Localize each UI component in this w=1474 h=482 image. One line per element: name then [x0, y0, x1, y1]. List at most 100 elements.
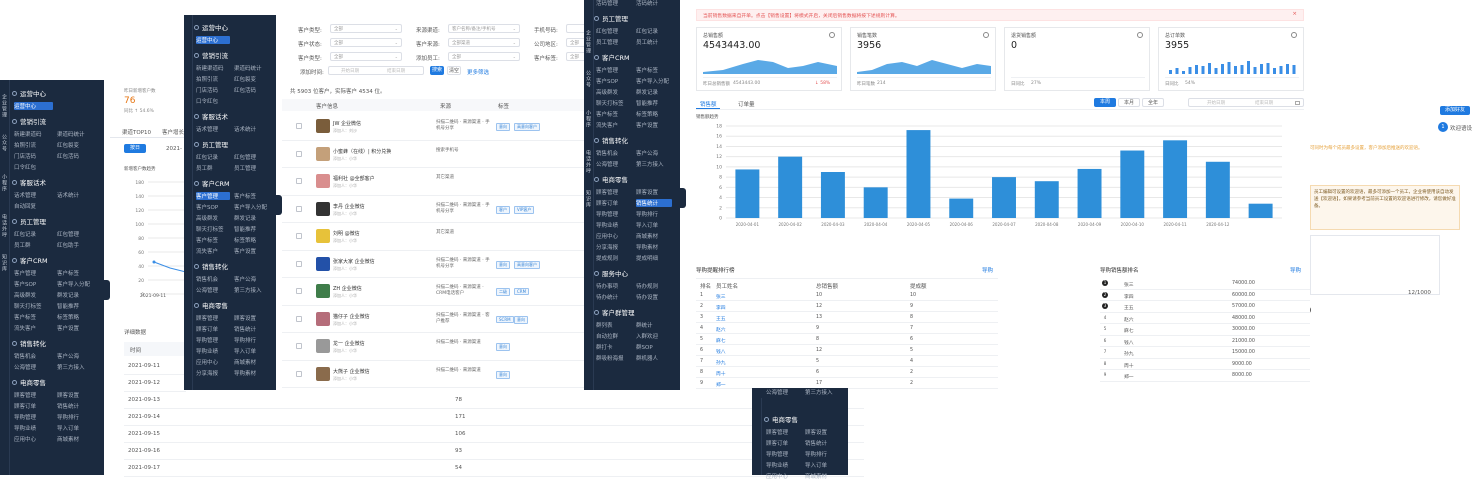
sidebar-section-title[interactable]: 销售转化: [0, 334, 104, 351]
sidebar-item[interactable]: 销售统计: [636, 199, 672, 207]
add-friend-button[interactable]: 添加好友: [1440, 106, 1470, 115]
sidebar-item[interactable]: 运营中心: [196, 36, 230, 44]
sidebar-item[interactable]: 第三方接入: [57, 365, 85, 371]
sidebar-item[interactable]: 高级群发: [196, 216, 219, 222]
sidebar-item[interactable]: 智能推荐: [636, 101, 659, 107]
sidebar-item[interactable]: 商城素材: [57, 437, 80, 443]
sidebar-section-title[interactable]: 营销引流: [0, 112, 104, 129]
sidebar-item[interactable]: 红包助手: [57, 243, 80, 249]
customer-row[interactable]: 大熊子 企业微信 添加人：小华 扫描二维码 · 来源渠道 意向: [282, 361, 584, 388]
sidebar-item[interactable]: 商城素材: [636, 234, 659, 240]
row-checkbox[interactable]: [296, 150, 302, 157]
sales-date-range[interactable]: 开始日期 结束日期: [1188, 98, 1304, 107]
sidebar-item[interactable]: 导购业绩: [196, 349, 219, 355]
customer-name[interactable]: JW 企业微信: [333, 121, 362, 127]
sidebar-item[interactable]: [234, 97, 268, 105]
sidebar-item[interactable]: 新建渠道码: [196, 66, 224, 72]
customer-row[interactable]: 刘明 @微信 添加人：小华 其它渠道: [282, 223, 584, 251]
customer-name[interactable]: ZH 企业微信: [333, 286, 362, 292]
vertical-nav-label[interactable]: 公众号: [585, 70, 591, 88]
sidebar-item[interactable]: 导购管理: [14, 415, 37, 421]
sidebar-item[interactable]: 顾客设置: [234, 316, 257, 322]
range-week[interactable]: 本周: [1094, 98, 1116, 107]
sidebar-item[interactable]: 红包裂变: [234, 77, 257, 83]
row-checkbox[interactable]: [296, 315, 302, 322]
sidebar-item[interactable]: 顾客管理: [596, 190, 619, 196]
vertical-nav-label[interactable]: 知识库: [585, 190, 591, 208]
sidebar-item[interactable]: 客户标签: [636, 68, 659, 74]
sidebar-section-title[interactable]: 销售转化: [182, 257, 276, 274]
customer-row[interactable]: 福利社 @全部客户 添加人：小华 其它渠道: [282, 168, 584, 196]
customer-name[interactable]: 福利社 @全部客户: [333, 176, 375, 182]
sidebar-item[interactable]: 拍照引流: [14, 143, 37, 149]
sidebar-item[interactable]: 口令红包: [196, 99, 219, 105]
sidebar-item[interactable]: 客户管理: [596, 68, 619, 74]
sidebar-item[interactable]: 标签策略: [234, 238, 257, 244]
vertical-nav-label[interactable]: 公众号: [1, 134, 7, 152]
sidebar-item[interactable]: 群吸粉海报: [596, 356, 624, 362]
sidebar-item[interactable]: 红包管理: [234, 155, 257, 161]
vertical-nav-label[interactable]: 知识库: [1, 254, 7, 272]
sidebar-item[interactable]: 客户设置: [57, 326, 80, 332]
sidebar-item[interactable]: 待办规则: [636, 284, 659, 290]
sidebar-item[interactable]: 群打卡: [596, 345, 613, 351]
sidebar-item[interactable]: 导购管理: [596, 212, 619, 218]
sidebar-item[interactable]: 客户导入分配: [57, 282, 91, 288]
sidebar-item[interactable]: 分享海报: [196, 371, 219, 377]
customer-name[interactable]: 龙一 企业微信: [333, 341, 365, 347]
sidebar-item[interactable]: 第三方接入: [636, 162, 664, 168]
sidebar-item[interactable]: 销售机会: [14, 354, 37, 360]
sidebar-item[interactable]: 导购素材: [234, 371, 257, 377]
sidebar-item[interactable]: 销售统计: [57, 404, 80, 410]
vertical-nav-label[interactable]: 小程序: [1, 174, 7, 192]
customer-name[interactable]: 猫仔子 企业微信: [333, 313, 370, 320]
filter-select[interactable]: 客户名称/备注/手机号 ⌄: [448, 24, 520, 33]
sidebar-item[interactable]: 群机器人: [636, 356, 659, 362]
range-month[interactable]: 本月: [1118, 98, 1140, 107]
sidebar-item[interactable]: 活码管理: [596, 1, 619, 7]
ranking-cell-name[interactable]: 张三: [716, 295, 726, 300]
sidebar-item[interactable]: 话术统计: [57, 193, 80, 199]
customer-name[interactable]: 张家大家 企业微信: [333, 258, 375, 265]
sidebar-item[interactable]: 公海管理: [196, 288, 219, 294]
sidebar-item[interactable]: 待办设置: [636, 295, 659, 301]
sidebar-section-title[interactable]: 服务中心: [582, 264, 680, 281]
sidebar-item[interactable]: 客户公海: [57, 354, 80, 360]
vertical-nav-label[interactable]: 企业管理: [1, 94, 7, 118]
sidebar-item[interactable]: 待办事项: [596, 284, 619, 290]
sidebar-item[interactable]: 客户导入分配: [636, 79, 670, 85]
sidebar-section-title[interactable]: 销售转化: [582, 131, 680, 148]
sidebar-item[interactable]: 群统计: [636, 323, 653, 329]
customer-name[interactable]: 李丹 企业微信: [333, 203, 365, 210]
sidebar-c-toggle[interactable]: [680, 188, 686, 208]
more-filter-link[interactable]: 更多筛选: [467, 70, 490, 76]
sidebar-item[interactable]: 顾客管理: [766, 430, 789, 436]
sidebar-item[interactable]: 导入订单: [234, 349, 257, 355]
customer-name[interactable]: 刘明 @微信: [333, 231, 360, 237]
tab-channel-top10[interactable]: 渠道TOP10: [122, 130, 152, 136]
sidebar-section-title[interactable]: 员工管理: [582, 9, 680, 26]
row-checkbox[interactable]: [296, 178, 302, 184]
sidebar-section-title[interactable]: 运营中心: [0, 84, 104, 101]
sidebar-item[interactable]: 员工群: [14, 243, 31, 249]
menu-item[interactable]: 第三方接入: [805, 390, 833, 396]
sidebar-item[interactable]: 顾客订单: [196, 327, 219, 333]
sidebar-item[interactable]: 顾客订单: [766, 441, 789, 447]
customer-row[interactable]: 猫仔子 企业微信 添加人：小华 扫描二维码 · 来源渠道 · 客户推荐 SCRM 意向: [282, 306, 584, 333]
sidebar-section-title[interactable]: 客户群管理: [582, 303, 680, 320]
sidebar-item[interactable]: 公海管理: [14, 365, 37, 371]
customer-row[interactable]: 龙一 企业微信 添加人：小华 扫描二维码 · 来源渠道 意向: [282, 333, 584, 361]
sidebar-item[interactable]: 高级群发: [14, 293, 37, 299]
ranking-right-link[interactable]: 导购: [1290, 268, 1302, 274]
sidebar-item[interactable]: 话术管理: [14, 193, 37, 199]
sidebar-item[interactable]: 客户设置: [234, 249, 257, 255]
sidebar-item[interactable]: 导购排行: [636, 212, 659, 218]
sidebar-section-title[interactable]: 员工管理: [0, 212, 104, 229]
range-year[interactable]: 全年: [1142, 98, 1164, 107]
sidebar-item[interactable]: 客户标签: [14, 315, 37, 321]
sidebar-item[interactable]: 标签策略: [636, 112, 659, 118]
sidebar-item[interactable]: 员工管理: [596, 40, 619, 46]
sidebar-item[interactable]: 导购管理: [766, 452, 789, 458]
sidebar-b-toggle[interactable]: [276, 195, 282, 215]
close-icon[interactable]: ×: [1292, 11, 1297, 17]
